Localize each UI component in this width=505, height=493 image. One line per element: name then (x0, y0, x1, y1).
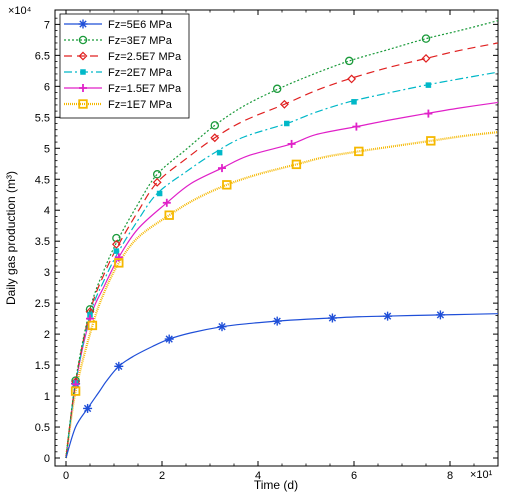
x-tick-label: 6 (351, 470, 357, 482)
y-tick-label: 7 (44, 19, 50, 31)
x-axis: 0 2 4 6 8 (63, 10, 475, 482)
data-point (152, 177, 162, 187)
data-point (70, 386, 81, 396)
y-tick-label: 6.5 (35, 50, 50, 62)
x-axis-multiplier: ×10¹ (470, 469, 493, 481)
data-point (80, 69, 86, 75)
data-point (291, 159, 302, 170)
y-tick-label: 3 (44, 267, 50, 279)
data-point (327, 313, 337, 323)
legend-label: Fz=2E7 MPa (108, 67, 173, 79)
data-point (421, 34, 431, 43)
data-point (424, 109, 433, 118)
y-tick-label: 5.5 (35, 112, 50, 124)
y-tick-label: 1 (44, 391, 50, 403)
legend-label: Fz=2.5E7 MPa (108, 51, 182, 63)
y-tick-label: 4 (44, 205, 50, 217)
data-point (421, 54, 431, 63)
data-point (435, 310, 445, 320)
y-tick-label: 2 (44, 329, 50, 341)
y-axis-multiplier: ×10⁴ (8, 5, 32, 17)
data-point (156, 190, 163, 197)
data-point (344, 56, 354, 66)
data-point (164, 210, 174, 220)
y-tick-label: 3.5 (35, 236, 50, 248)
series-line (65, 20, 499, 459)
data-point (425, 82, 432, 88)
y-tick-label: 0 (44, 453, 50, 465)
data-point (112, 233, 121, 243)
data-point (272, 84, 282, 94)
x-axis-title: Time (d) (254, 478, 298, 492)
x-tick-label: 8 (447, 470, 453, 482)
y-tick-label: 5 (44, 143, 50, 155)
data-point (354, 146, 364, 157)
data-point (87, 320, 98, 331)
data-point (78, 51, 88, 61)
data-point (279, 99, 289, 109)
data-point (152, 170, 162, 179)
data-point (83, 403, 93, 413)
data-point (272, 316, 282, 326)
y-axis-title: Daily gas production (m³) (4, 171, 18, 305)
y-tick-label: 6 (44, 81, 50, 93)
series-line (65, 71, 499, 459)
data-point (162, 198, 171, 207)
data-point (351, 99, 357, 105)
legend-label: Fz=1E7 MPa (108, 99, 173, 111)
data-point (210, 133, 220, 143)
data-point (210, 121, 220, 130)
data-point (216, 149, 223, 156)
data-point (78, 99, 88, 109)
data-point (164, 334, 174, 344)
y-tick-label: 4.5 (35, 174, 50, 186)
y-axis: 0 0.5 1 1.5 2 2.5 3 3.5 4 4.5 5 5.5 6 6.5 7 (35, 17, 498, 465)
y-tick-label: 1.5 (35, 360, 50, 372)
data-point (284, 120, 290, 127)
data-point (287, 139, 296, 148)
data-point (114, 258, 124, 268)
data-point (78, 19, 88, 29)
data-point (111, 239, 121, 249)
legend-label: Fz=5E6 MPa (108, 19, 173, 31)
data-point (217, 322, 227, 332)
data-point (426, 136, 436, 146)
y-tick-label: 2.5 (35, 298, 50, 310)
data-point (383, 311, 393, 321)
x-tick-label: 2 (159, 470, 165, 482)
data-point (79, 84, 87, 92)
data-point (218, 164, 226, 173)
legend: Fz=5E6 MPa Fz=3E7 MPa Fz=2.5E7 MPa Fz=2E7 M… (59, 13, 190, 119)
data-point (114, 361, 124, 371)
legend-label: Fz=1.5E7 MPa (108, 83, 182, 95)
y-tick-label: 0.5 (35, 422, 50, 434)
data-point (222, 180, 232, 190)
legend-label: Fz=3E7 MPa (108, 35, 173, 47)
series-line (64, 131, 499, 459)
data-point (78, 35, 88, 45)
x-tick-label: 0 (63, 470, 69, 482)
data-point (347, 74, 357, 84)
series-line (65, 42, 499, 459)
data-point (113, 248, 120, 254)
data-point (352, 122, 361, 131)
series-markers (70, 34, 445, 413)
x-tick-label: 4 (255, 470, 261, 482)
